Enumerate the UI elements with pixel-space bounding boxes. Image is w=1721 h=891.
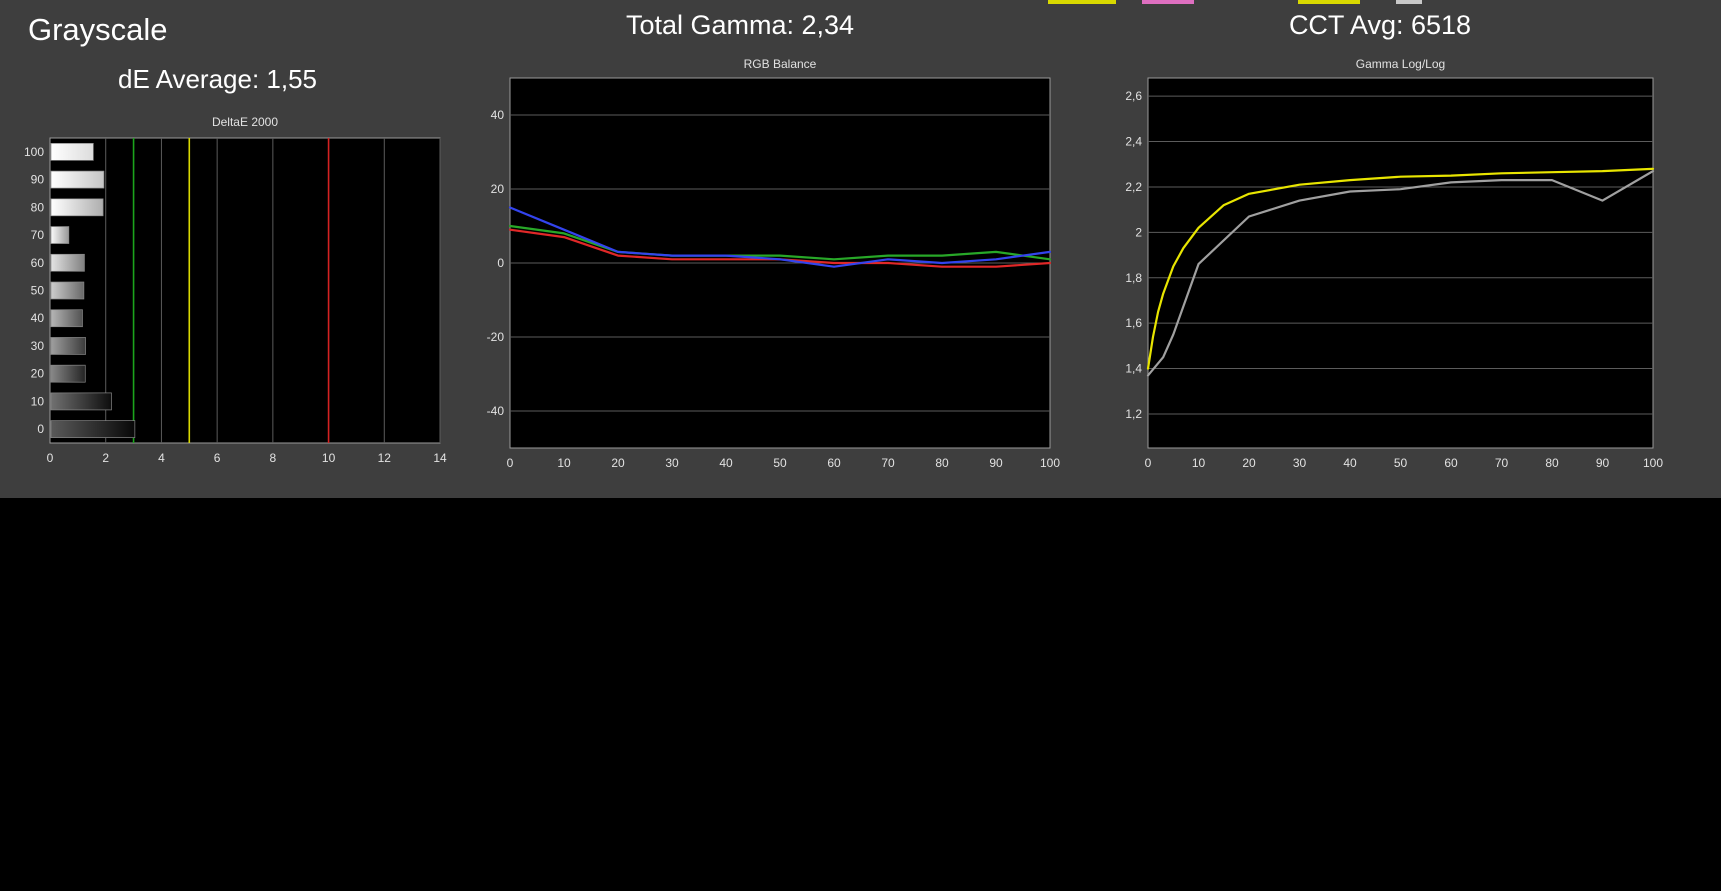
toolbar-sliver-strip: [1142, 0, 1194, 4]
de-average-label: dE Average: 1,55: [118, 64, 318, 94]
axis-tick-label: 10: [31, 394, 45, 408]
axis-tick-label: 80: [935, 456, 949, 470]
axis-tick-label: 20: [611, 456, 625, 470]
axis-tick-label: 8: [270, 451, 277, 465]
axis-tick-label: 100: [1643, 456, 1663, 470]
axis-tick-label: 0: [507, 456, 514, 470]
deltae-bar-70: [50, 226, 70, 244]
axis-tick-label: 70: [881, 456, 895, 470]
target-line: [1146, 167, 1655, 370]
axis-tick-label: 20: [31, 367, 45, 381]
axis-tick-label: 0: [497, 256, 504, 270]
deltae-plot-area: [49, 137, 441, 444]
axis-tick-label: 2,6: [1125, 89, 1142, 103]
axis-tick-label: 40: [1343, 456, 1357, 470]
cct-avg-label: CCT Avg: 6518: [1288, 10, 1472, 40]
plot-area: [1147, 77, 1654, 449]
chart-title: RGB Balance: [744, 57, 817, 71]
axis-tick-label: 30: [1293, 456, 1307, 470]
axis-tick-label: 2: [1135, 225, 1142, 239]
axis-tick-label: 30: [665, 456, 679, 470]
axis-tick-label: 2: [102, 451, 109, 465]
deltae-bar-60: [50, 253, 85, 272]
total-gamma-label: Total Gamma: 2,34: [625, 10, 855, 40]
rgb-balance-chart[interactable]: RGB Balance 40 20 0 -20 -40 0 10 20 30 40 50 60 70 80 9…: [470, 56, 1090, 486]
deltae-bar-50: [50, 281, 85, 300]
deltae-bar-40: [50, 309, 83, 328]
gamma-loglog-chart[interactable]: Gamma Log/Log 2,6 2,4 2,2 2 1,8 1,6 1,4 1,2 0 10 20…: [1098, 56, 1708, 486]
axis-tick-label: 1,8: [1125, 271, 1142, 285]
axis-tick-label: 80: [1545, 456, 1559, 470]
axis-tick-label: 12: [378, 451, 392, 465]
axis-tick-label: 70: [31, 228, 45, 242]
toolbar-sliver-strip: [1396, 0, 1422, 4]
axis-tick-label: 50: [1394, 456, 1408, 470]
axis-tick-label: 0: [1145, 456, 1152, 470]
deltae-chart-title: DeltaE 2000: [212, 115, 278, 129]
axis-tick-label: 6: [214, 451, 221, 465]
axis-tick-label: 60: [31, 256, 45, 270]
axis-tick-label: 90: [989, 456, 1003, 470]
axis-tick-label: 40: [31, 311, 45, 325]
blue-line: [508, 206, 1052, 268]
axis-tick-label: 1,2: [1125, 407, 1142, 421]
deltae-bar-20: [50, 364, 86, 383]
axis-tick-label: 14: [433, 451, 447, 465]
axis-tick-label: 70: [1495, 456, 1509, 470]
axis-tick-label: 90: [1596, 456, 1610, 470]
axis-tick-label: 2,2: [1125, 180, 1142, 194]
axis-tick-label: 4: [158, 451, 165, 465]
axis-tick-label: 20: [1242, 456, 1256, 470]
axis-tick-label: 50: [31, 284, 45, 298]
toolbar-sliver-strip: [1048, 0, 1116, 4]
axis-tick-label: 60: [1444, 456, 1458, 470]
deltae-bar-30: [50, 337, 86, 355]
toolbar-sliver-strip: [1298, 0, 1360, 4]
axis-tick-label: 100: [1040, 456, 1060, 470]
axis-tick-label: 10: [1192, 456, 1206, 470]
grayscale-charts-panel: Grayscale dE Average: 1,55 Total Gamma: …: [0, 0, 1721, 498]
axis-tick-label: 0: [47, 451, 54, 465]
axis-tick-label: 90: [31, 173, 45, 187]
axis-tick-label: 40: [491, 108, 505, 122]
deltae-bar-0: [50, 420, 136, 438]
axis-tick-label: 60: [827, 456, 841, 470]
chart-title: Gamma Log/Log: [1356, 57, 1445, 71]
deltae-bar-10: [50, 392, 112, 411]
page-title: Grayscale: [28, 12, 168, 47]
axis-tick-label: 40: [719, 456, 733, 470]
current-reading-panel: Current Reading x: 0,3114 y: 0,3264 fL: …: [0, 650, 1721, 891]
axis-tick-label: 2,4: [1125, 135, 1142, 149]
axis-tick-label: 30: [31, 339, 45, 353]
axis-tick-label: 50: [773, 456, 787, 470]
measured-line: [1146, 169, 1655, 377]
deltae-bar-80: [50, 198, 104, 217]
axis-tick-label: 1,6: [1125, 316, 1142, 330]
green-line: [508, 224, 1052, 261]
axis-tick-label: 20: [491, 182, 505, 196]
axis-tick-label: 0: [37, 422, 44, 436]
deltae-bar-90: [50, 170, 105, 189]
axis-tick-label: 80: [31, 200, 45, 214]
axis-tick-label: -20: [487, 330, 505, 344]
axis-tick-label: 1,4: [1125, 362, 1142, 376]
axis-tick-label: 10: [322, 451, 336, 465]
axis-tick-label: -40: [487, 404, 505, 418]
deltae-bar-100: [50, 143, 94, 161]
axis-tick-label: 10: [557, 456, 571, 470]
axis-tick-label: 100: [24, 145, 44, 159]
